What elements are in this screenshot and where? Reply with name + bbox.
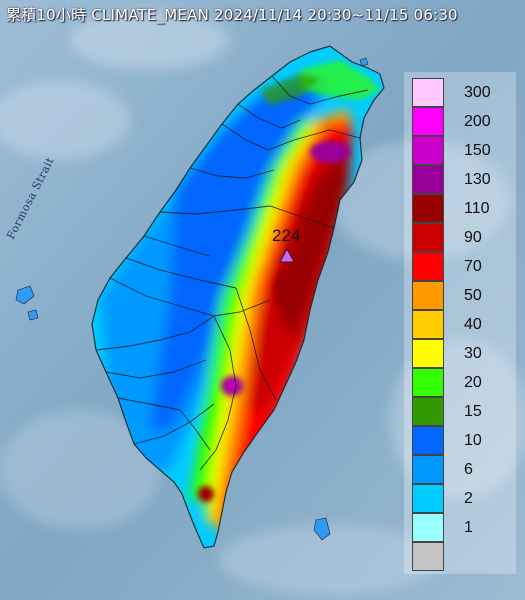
legend-swatch [412,368,444,397]
legend-label: 90 [464,229,482,246]
legend-item: 15 [412,397,512,427]
legend-item: 300 [412,78,512,108]
legend-item: 110 [412,194,512,224]
legend-item: 2 [412,484,512,514]
legend-swatch [412,136,444,165]
map-title: 累積10小時 CLIMATE_MEAN 2024/11/14 20:30~11/… [6,6,458,24]
legend-label: 15 [464,403,482,420]
legend-item: 70 [412,252,512,282]
legend-item: 130 [412,165,512,195]
max-rainfall-value: 224 [272,226,301,245]
legend-label: 1 [464,519,473,536]
legend-item [412,542,512,572]
legend-label: 300 [464,84,491,101]
legend-item: 90 [412,223,512,253]
legend-swatch [412,281,444,310]
legend-label: 130 [464,171,491,188]
legend-label: 70 [464,258,482,275]
legend-swatch [412,455,444,484]
legend-label: 200 [464,113,491,130]
legend-swatch [412,426,444,455]
legend-label: 30 [464,345,482,362]
legend-swatch [412,107,444,136]
legend-item: 200 [412,107,512,137]
legend-label: 10 [464,432,482,449]
legend-swatch [412,339,444,368]
legend-label: 20 [464,374,482,391]
legend-swatch [412,165,444,194]
legend-item: 10 [412,426,512,456]
legend-label: 50 [464,287,482,304]
offshore-islands [15,57,369,541]
legend-label: 110 [464,200,490,217]
legend-item: 150 [412,136,512,166]
legend-swatch [412,513,444,542]
legend-swatch [412,542,444,571]
legend-swatch [412,223,444,252]
county-boundaries [91,45,385,549]
legend-item: 30 [412,339,512,369]
rainfall-legend: 300 200 150 130 110 90 70 50 40 30 20 15 10 6 2 1 [412,78,512,572]
max-station-marker [279,247,295,263]
legend-swatch [412,310,444,339]
legend-label: 6 [464,461,473,478]
legend-item: 1 [412,513,512,543]
legend-label: 2 [464,490,473,507]
legend-swatch [412,194,444,223]
legend-item: 20 [412,368,512,398]
legend-label: 150 [464,142,491,159]
legend-swatch [412,484,444,513]
legend-item: 6 [412,455,512,485]
legend-swatch [412,397,444,426]
legend-label: 40 [464,316,482,333]
legend-swatch [412,252,444,281]
legend-item: 50 [412,281,512,311]
legend-swatch [412,78,444,107]
legend-item: 40 [412,310,512,340]
